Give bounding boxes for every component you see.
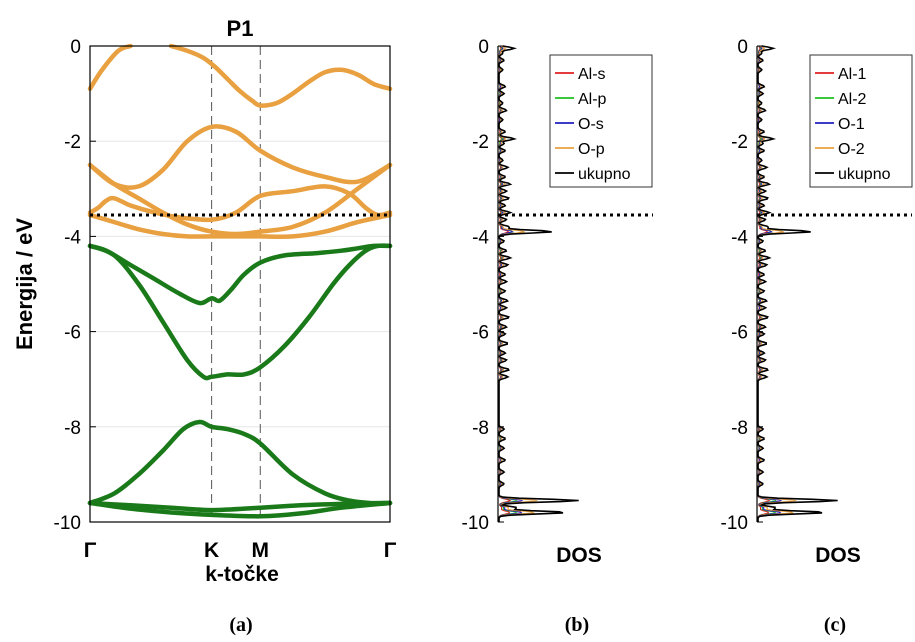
legend-box — [809, 54, 913, 188]
legend-label: Al-1 — [838, 66, 867, 83]
band-line-valence-0 — [87, 43, 133, 92]
panel-a: 0 -2 -4 -6 -8 -10 Γ K M Γ P1 k-točke Energija / … — [12, 16, 397, 636]
panel-c-legend: Al-1 Al-2 O-1 O-2 ukupno — [809, 54, 913, 188]
x-tick-label: M — [252, 539, 270, 562]
y-tick-label: -6 — [731, 323, 748, 344]
legend-label: Al-p — [578, 91, 607, 108]
band-line-core-9 — [87, 500, 393, 513]
x-tick-label: K — [204, 539, 219, 562]
y-tick-label: 0 — [478, 37, 489, 58]
band-line-core-7 — [87, 243, 393, 381]
panel-b-xlabel: DOS — [556, 544, 602, 567]
panel-b-dos-curves — [498, 45, 579, 522]
legend-label: O-1 — [838, 116, 865, 133]
panel-b-legend: Al-s Al-p O-s O-p ukupno — [549, 54, 653, 188]
y-tick-label: -10 — [462, 513, 489, 534]
legend-label: Al-2 — [838, 91, 867, 108]
panel-c-dos-curves — [757, 45, 838, 522]
legend-label: ukupno — [838, 166, 891, 183]
dos-curve-O-2 — [757, 45, 797, 522]
y-tick-label: -10 — [721, 513, 748, 534]
y-tick-label: -6 — [472, 323, 489, 344]
y-tick-label: -4 — [64, 227, 81, 248]
band-line-core-6 — [87, 243, 393, 306]
panel-b-y-ticks: 0 -2 -4 -6 -8 -10 — [462, 37, 504, 534]
legend-label: O-2 — [838, 141, 865, 158]
x-tick-label: Γ — [384, 539, 397, 562]
band-line-valence-1 — [168, 43, 393, 108]
y-tick-label: -2 — [731, 132, 748, 153]
legend-label: Al-s — [578, 66, 606, 83]
y-tick-label: -2 — [472, 132, 489, 153]
panel-b-caption: (b) — [565, 614, 589, 636]
panel-c-caption: (c) — [824, 614, 846, 636]
legend-label: O-s — [578, 116, 604, 133]
legend-box — [549, 54, 653, 188]
band-line-valence-2 — [87, 162, 393, 237]
band-line-valence-3 — [87, 124, 393, 190]
band-line-valence-5 — [87, 212, 393, 240]
panel-a-y-ticks: 0 -2 -4 -6 -8 -10 — [54, 37, 96, 534]
panel-a-bands — [87, 43, 393, 519]
band-line-core-10 — [87, 500, 393, 519]
y-tick-label: -10 — [54, 513, 81, 534]
dos-curve-O-p — [498, 45, 538, 522]
legend-label: ukupno — [578, 166, 631, 183]
y-tick-label: -4 — [731, 227, 748, 248]
dos-curve-ukupno — [757, 45, 838, 522]
y-tick-label: -2 — [64, 132, 81, 153]
panel-c-xlabel: DOS — [815, 544, 861, 567]
panel-a-gridlines — [90, 45, 390, 523]
y-tick-label: 0 — [737, 37, 748, 58]
y-tick-label: -4 — [472, 227, 489, 248]
y-tick-label: -8 — [64, 418, 81, 439]
dos-curve-ukupno — [498, 45, 579, 522]
band-line-core-8 — [87, 419, 393, 506]
y-tick-label: -8 — [472, 418, 489, 439]
panel-b: 0 -2 -4 -6 -8 -10 Al-s Al-p O-s O-p ukupno DOS (b… — [462, 37, 653, 636]
panel-a-xlabel: k-točke — [205, 563, 279, 586]
legend-label: O-p — [578, 141, 605, 158]
band-line-valence-4 — [87, 184, 393, 223]
panel-a-axes-box — [89, 45, 391, 523]
panel-c-y-ticks: 0 -2 -4 -6 -8 -10 — [721, 37, 763, 534]
y-tick-label: -6 — [64, 323, 81, 344]
y-tick-label: 0 — [70, 37, 81, 58]
panel-a-title: P1 — [227, 16, 254, 41]
y-tick-label: -8 — [731, 418, 748, 439]
x-tick-label: Γ — [84, 539, 97, 562]
panel-a-ylabel: Energija / eV — [12, 218, 37, 350]
panel-a-caption: (a) — [229, 614, 252, 636]
panel-c: 0 -2 -4 -6 -8 -10 Al-1 Al-2 O-1 O-2 ukupno DOS (c… — [721, 37, 913, 636]
